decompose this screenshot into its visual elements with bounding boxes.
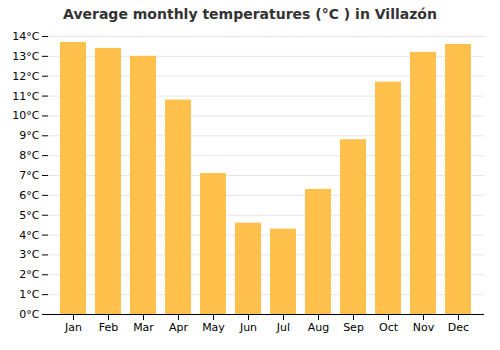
svg-text:6°C: 6°C	[19, 189, 39, 202]
svg-text:12°C: 12°C	[12, 70, 39, 83]
html-text:Average monthly temperatures (: Average monthly temperatures (°C ) in Vi…	[63, 6, 437, 22]
svg-text:Mar: Mar	[133, 321, 154, 334]
svg-text:11°C: 11°C	[12, 90, 39, 103]
svg-text:1°C: 1°C	[19, 288, 39, 301]
svg-text:0°C: 0°C	[19, 308, 39, 321]
svg-text:3°C: 3°C	[19, 248, 39, 261]
svg-text:7°C: 7°C	[19, 169, 39, 182]
svg-text:Sep: Sep	[343, 321, 364, 334]
svg-text:10°C: 10°C	[12, 109, 39, 122]
svg-text:5°C: 5°C	[19, 209, 39, 222]
svg-text:8°C: 8°C	[19, 149, 39, 162]
svg-text:14°C: 14°C	[12, 30, 39, 43]
svg-text:2°C: 2°C	[19, 268, 39, 281]
svg-text:4°C: 4°C	[19, 229, 39, 242]
svg-text:Jun: Jun	[239, 321, 257, 334]
svg-text:Jul: Jul	[276, 321, 290, 334]
svg-text:Aug: Aug	[308, 321, 329, 334]
svg-text:Feb: Feb	[99, 321, 118, 334]
svg-text:Dec: Dec	[448, 321, 469, 334]
svg-text:Oct: Oct	[379, 321, 399, 334]
svg-text:Apr: Apr	[169, 321, 189, 334]
svg-text:Jan: Jan	[64, 321, 82, 334]
svg-text:Nov: Nov	[413, 321, 435, 334]
svg-text:13°C: 13°C	[12, 50, 39, 63]
svg-text:May: May	[202, 321, 225, 334]
svg-text:9°C: 9°C	[19, 129, 39, 142]
